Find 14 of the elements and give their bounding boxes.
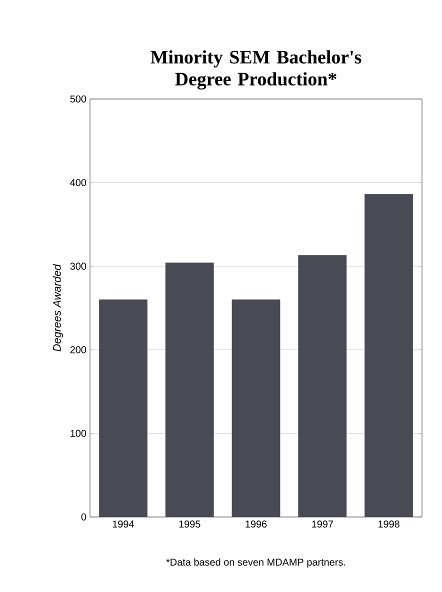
y-tick-label: 400 (70, 179, 86, 186)
y-axis-title: Degrees Awarded (52, 264, 64, 352)
chart-title: Minority SEM Bachelor's Degree Production* (150, 50, 362, 90)
y-tick-label: 500 (70, 95, 86, 103)
y-tick-label: 200 (70, 346, 86, 354)
x-tick-label: 1998 (378, 520, 400, 528)
text: *Data based on seven MDAMP partners. (166, 558, 346, 568)
x-tick-label: 1996 (246, 520, 267, 528)
y-tick-label: 300 (70, 262, 86, 270)
y-tick-label: 100 (70, 430, 86, 437)
x-tick-label: 1995 (179, 520, 200, 528)
x-tick-label: 1994 (112, 520, 134, 528)
x-tick-label: 1997 (312, 520, 333, 528)
y-tick-label: 0 (81, 513, 86, 521)
